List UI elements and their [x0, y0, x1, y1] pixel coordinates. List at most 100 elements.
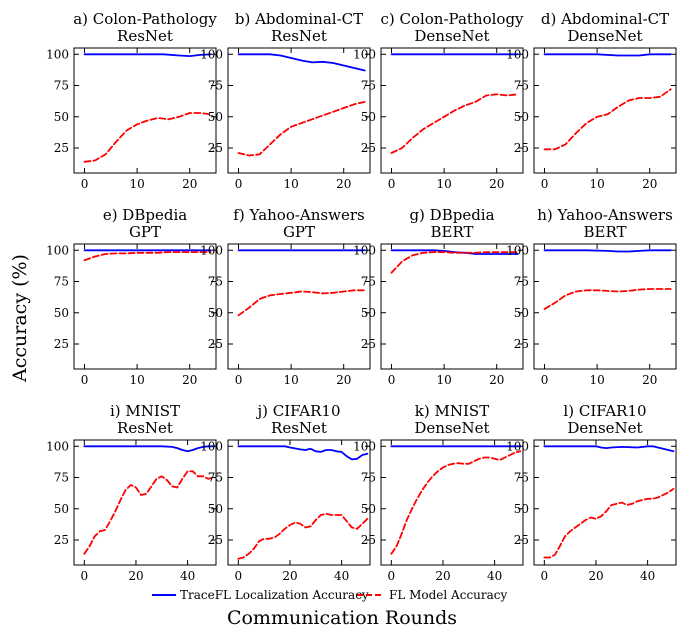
- plot-frame: [533, 243, 677, 370]
- y-tick-label: 100: [353, 439, 376, 453]
- y-tick-label: 25: [54, 533, 69, 547]
- x-tick-label: 40: [180, 569, 195, 583]
- x-tick-label: 40: [640, 569, 655, 583]
- x-tick-label: 0: [81, 569, 89, 583]
- y-tick-label: 75: [361, 275, 376, 289]
- panel-subtitle: DenseNet: [567, 27, 642, 45]
- x-tick-label: 20: [435, 569, 450, 583]
- x-tick-label: 0: [81, 177, 89, 191]
- x-tick-label: 0: [388, 569, 396, 583]
- y-tick-label: 100: [200, 439, 223, 453]
- series-tracefl-accuracy: [237, 53, 366, 72]
- y-tick-label: 25: [54, 337, 69, 351]
- panel-title: d) Abdominal-CT: [541, 10, 669, 28]
- panel-subtitle: DenseNet: [567, 419, 642, 437]
- panel-title: h) Yahoo-Answers: [537, 206, 673, 224]
- y-tick-label: 100: [353, 47, 376, 61]
- y-tick-label: 75: [514, 471, 529, 485]
- series-tracefl-accuracy: [543, 249, 672, 253]
- plot-frame: [73, 47, 217, 174]
- y-tick-label: 25: [208, 533, 223, 547]
- x-tick-label: 20: [282, 569, 297, 583]
- plot-frame: [73, 243, 217, 370]
- panel-subtitle: BERT: [583, 223, 626, 241]
- panel-subtitle: ResNet: [271, 27, 327, 45]
- y-tick-label: 75: [208, 471, 223, 485]
- x-tick-label: 10: [283, 373, 298, 387]
- panel-title: g) DBpedia: [409, 206, 494, 224]
- x-tick-label: 20: [642, 177, 657, 191]
- x-tick-label: 10: [436, 373, 451, 387]
- x-tick-label: 10: [129, 177, 144, 191]
- y-tick-label: 25: [514, 337, 529, 351]
- plot-frame: [533, 47, 677, 174]
- x-tick-label: 0: [235, 569, 243, 583]
- series-tracefl-accuracy: [390, 249, 519, 255]
- panel-subtitle: BERT: [430, 223, 473, 241]
- y-tick-label: 50: [361, 502, 376, 516]
- x-axis-label: Communication Rounds: [227, 607, 457, 629]
- series-tracefl-accuracy: [83, 445, 215, 453]
- x-tick-label: 10: [436, 177, 451, 191]
- x-tick-label: 20: [489, 373, 504, 387]
- series-tracefl-accuracy: [237, 445, 369, 461]
- panel-subtitle: ResNet: [117, 27, 173, 45]
- y-tick-label: 75: [514, 275, 529, 289]
- plot-frame: [227, 439, 371, 566]
- series-tracefl-accuracy: [543, 53, 672, 57]
- y-tick-label: 75: [514, 79, 529, 93]
- y-tick-label: 25: [514, 533, 529, 547]
- y-tick-label: 50: [54, 306, 69, 320]
- y-tick-label: 50: [361, 306, 376, 320]
- panel-title: j) CIFAR10: [256, 402, 341, 420]
- y-tick-label: 25: [54, 141, 69, 155]
- y-tick-label: 100: [200, 47, 223, 61]
- y-tick-label: 25: [208, 337, 223, 351]
- series-fl-model-accuracy: [83, 470, 215, 555]
- series-fl-model-accuracy: [237, 512, 369, 560]
- plot-frame: [380, 439, 524, 566]
- x-tick-label: 20: [182, 373, 197, 387]
- y-tick-label: 75: [361, 471, 376, 485]
- series-fl-model-accuracy: [237, 100, 366, 157]
- panel-subtitle: DenseNet: [414, 419, 489, 437]
- panel-title: k) MNIST: [415, 402, 489, 420]
- x-tick-label: 20: [336, 177, 351, 191]
- x-tick-label: 10: [589, 177, 604, 191]
- series-fl-model-accuracy: [83, 112, 212, 163]
- y-tick-label: 100: [200, 243, 223, 257]
- series-fl-model-accuracy: [543, 88, 672, 151]
- y-tick-label: 75: [208, 79, 223, 93]
- x-tick-label: 0: [541, 569, 549, 583]
- panel-title: b) Abdominal-CT: [235, 10, 363, 28]
- plot-frame: [380, 243, 524, 370]
- y-tick-label: 100: [506, 47, 529, 61]
- series-fl-model-accuracy: [390, 93, 519, 154]
- y-tick-label: 50: [54, 110, 69, 124]
- panel-subtitle: GPT: [283, 223, 315, 241]
- series-fl-model-accuracy: [390, 251, 519, 274]
- x-tick-label: 40: [334, 569, 349, 583]
- y-tick-label: 25: [361, 337, 376, 351]
- x-tick-label: 20: [182, 177, 197, 191]
- panel-title: f) Yahoo-Answers: [233, 206, 364, 224]
- x-tick-label: 0: [388, 177, 396, 191]
- y-axis-label: Accuracy (%): [9, 254, 31, 383]
- y-tick-label: 50: [514, 110, 529, 124]
- y-tick-label: 75: [54, 471, 69, 485]
- y-tick-label: 50: [208, 110, 223, 124]
- x-tick-label: 40: [487, 569, 502, 583]
- series-tracefl-accuracy: [83, 53, 212, 57]
